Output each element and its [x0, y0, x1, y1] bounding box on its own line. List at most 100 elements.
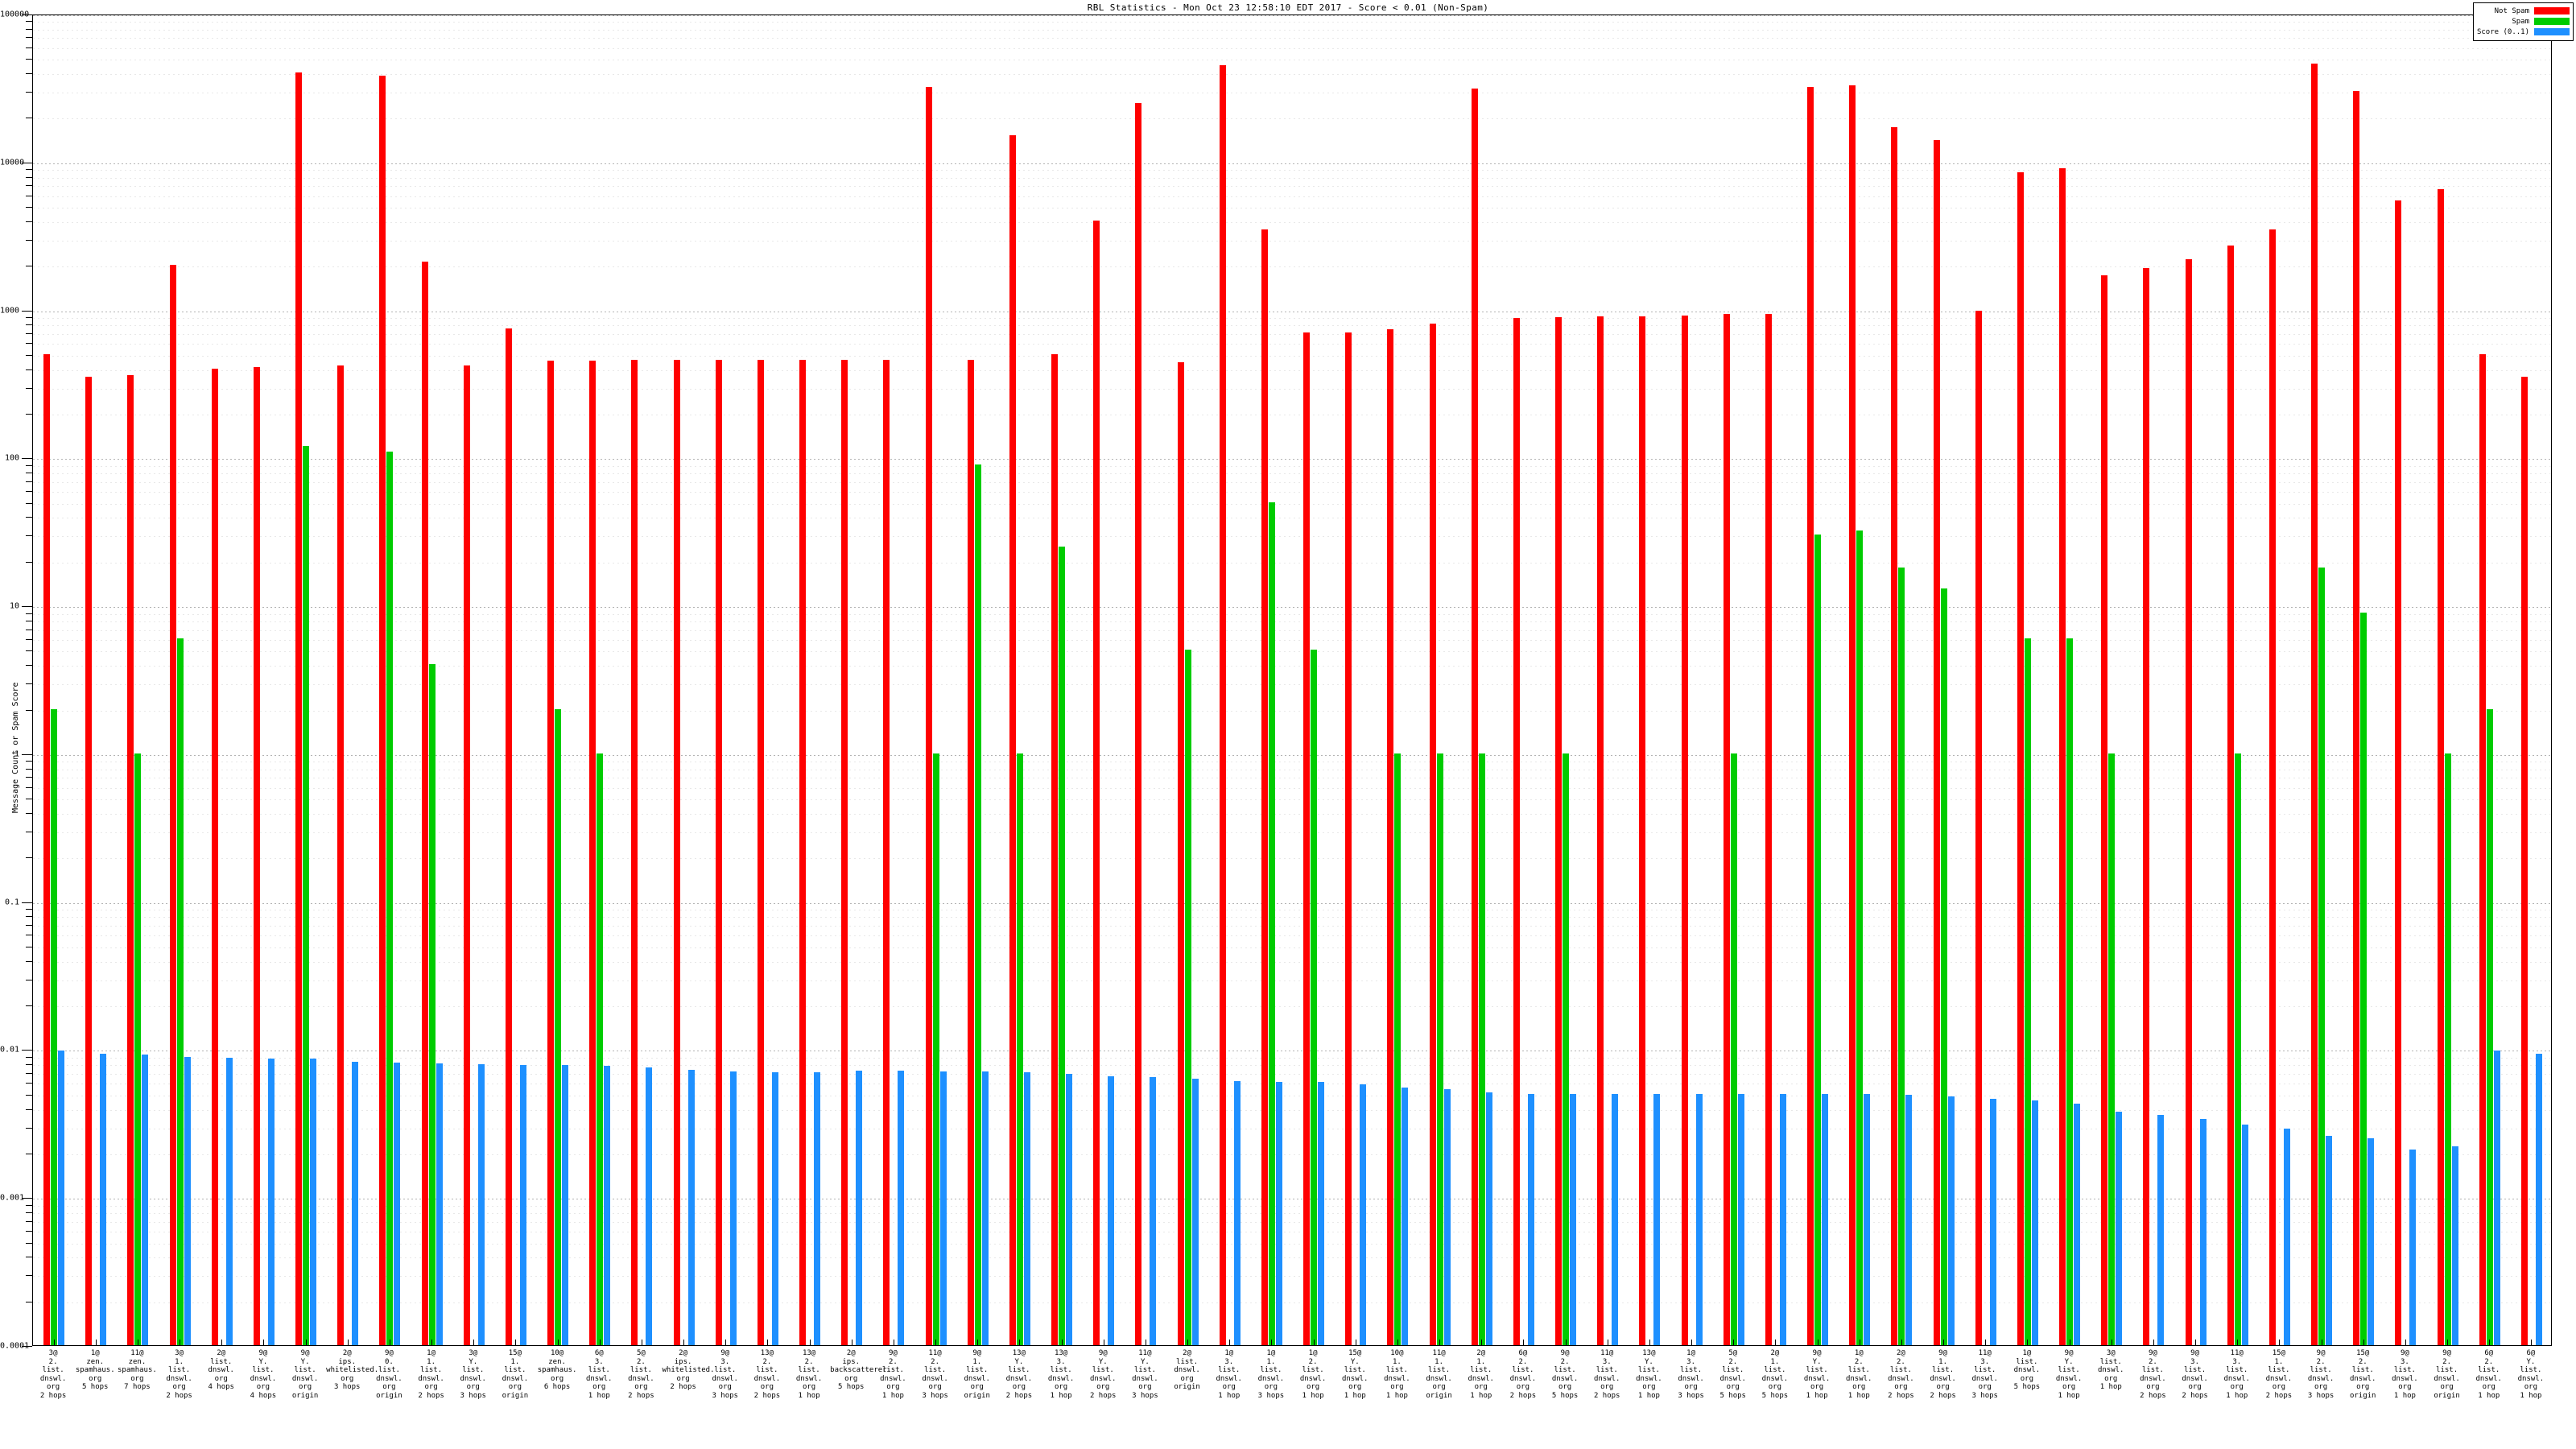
gridline: [33, 858, 2551, 860]
x-axis-tick: [1691, 1340, 1693, 1345]
x-axis-tick: [221, 1340, 223, 1345]
y-axis-tick-label: 0.001: [0, 1193, 25, 1203]
y-axis-tick: [26, 324, 32, 326]
bar-spam: [1184, 650, 1191, 1345]
x-axis-tick-label: 1@ 1. list. dnswl. org 3 hops: [1257, 1349, 1285, 1400]
gridline: [33, 1073, 2551, 1075]
y-axis-tick-label: 1000: [0, 306, 20, 316]
x-axis-tick-label: 9@ 1. list. dnswl. org 2 hops: [1930, 1349, 1956, 1400]
gridline: [33, 980, 2551, 981]
x-axis-tick-label: 9@ 3. list. dnswl. org 2 hops: [2182, 1349, 2208, 1400]
bar-score: [58, 1051, 65, 1345]
bar-not-spam: [1849, 85, 1856, 1345]
x-axis-tick-label: 3@ 1. list. dnswl. org 2 hops: [166, 1349, 192, 1400]
legend-label-score: Score (0..1): [2476, 27, 2529, 36]
x-axis-tick-label: 1@ zen. spamhaus. org 5 hops: [75, 1349, 115, 1391]
y-axis-tick-label: 0.01: [0, 1045, 20, 1055]
bar-not-spam: [547, 361, 555, 1345]
bar-spam: [555, 708, 562, 1345]
bar-score: [2409, 1150, 2417, 1345]
gridline: [33, 639, 2551, 641]
gridline: [33, 1109, 2551, 1111]
x-axis-tick: [1775, 1340, 1777, 1345]
x-axis-tick-label: 1@ 3. list. dnswl. org 1 hop: [1216, 1349, 1242, 1400]
y-axis-tick-label: 10000: [0, 158, 25, 167]
bar-score: [1108, 1075, 1115, 1345]
x-axis-tick-label: 5@ 2. list. dnswl. org 2 hops: [628, 1349, 654, 1400]
legend-item-not-spam: Not Spam: [2477, 6, 2570, 16]
gridline: [33, 317, 2551, 319]
bar-not-spam: [1345, 332, 1352, 1345]
x-axis-tick-label: 13@ 2. list. dnswl. org 1 hop: [795, 1349, 823, 1400]
x-axis-tick-label: 2@ ips. whitelisted. org 2 hops: [662, 1349, 715, 1391]
bar-not-spam: [631, 359, 638, 1345]
gridline: [33, 832, 2551, 833]
bar-score: [2493, 1051, 2500, 1345]
bar-not-spam: [799, 359, 807, 1345]
gridline: [33, 621, 2551, 622]
bar-score: [562, 1065, 569, 1345]
y-axis-tick: [26, 1083, 32, 1084]
bar-score: [1275, 1082, 1282, 1345]
gridline: [33, 481, 2551, 483]
gridline: [33, 74, 2551, 76]
gridline: [33, 15, 2551, 16]
bar-not-spam: [2059, 168, 2066, 1345]
bar-not-spam: [1009, 135, 1016, 1345]
x-axis-tick: [263, 1340, 265, 1345]
gridline: [33, 492, 2551, 493]
y-axis-tick: [26, 1108, 32, 1110]
bar-score: [2283, 1129, 2290, 1345]
bar-spam: [303, 445, 310, 1345]
bar-spam: [1940, 588, 1947, 1345]
bar-spam: [2066, 638, 2074, 1345]
gridline: [33, 355, 2551, 357]
x-axis-tick-label: 1@ 1. list. dnswl. org 2 hops: [418, 1349, 444, 1400]
y-axis-tick: [26, 28, 32, 30]
bar-not-spam: [2268, 229, 2276, 1345]
bar-score: [2116, 1111, 2123, 1345]
x-axis-tick-label: 9@ 2. list. dnswl. org 2 hops: [2140, 1349, 2166, 1400]
x-axis-tick-label: 13@ Y. list. dnswl. org 2 hops: [1005, 1349, 1033, 1400]
x-axis-tick-label: 1@ 3. list. dnswl. org 3 hops: [1678, 1349, 1704, 1400]
bar-not-spam: [85, 377, 93, 1345]
gridline: [33, 163, 2551, 164]
bar-series-container: [33, 15, 2551, 1345]
bar-spam: [2360, 612, 2368, 1345]
x-axis-tick-label: 9@ 3. list. dnswl. org 3 hops: [712, 1349, 738, 1400]
x-axis-tick-label: 9@ Y. list. dnswl. org 2 hops: [1089, 1349, 1117, 1400]
bar-spam: [1730, 753, 1737, 1345]
bar-spam: [428, 664, 436, 1345]
bar-score: [352, 1062, 359, 1345]
gridline: [33, 221, 2551, 223]
bar-spam: [2108, 753, 2116, 1345]
bar-score: [1864, 1093, 1871, 1345]
gridline: [33, 1057, 2551, 1059]
x-axis-tick: [725, 1340, 727, 1345]
y-axis-tick: [26, 1127, 32, 1129]
x-axis-tick-label: 6@ 2. list. dnswl. org 1 hop: [2475, 1349, 2502, 1400]
x-axis-tick-label: 11@ 2. list. dnswl. org 3 hops: [922, 1349, 948, 1400]
x-axis-tick-label: 2@ list. dnswl. org origin: [1174, 1349, 1200, 1391]
y-axis-tick: [26, 1072, 32, 1074]
bar-score: [1066, 1074, 1073, 1345]
bar-not-spam: [715, 359, 722, 1345]
bar-score: [225, 1057, 233, 1345]
bar-not-spam: [1933, 139, 1940, 1345]
y-axis-tick: [26, 1005, 32, 1007]
y-axis-tick: [26, 650, 32, 652]
bar-spam: [134, 753, 142, 1345]
bar-score: [1485, 1092, 1492, 1345]
gridline: [33, 170, 2551, 171]
y-axis-tick: [26, 960, 32, 962]
x-axis-tick: [2405, 1340, 2406, 1345]
bar-not-spam: [1429, 324, 1436, 1345]
bar-spam: [1059, 546, 1066, 1345]
x-axis-tick-label: 11@ 3. list. dnswl. org 3 hops: [1971, 1349, 1998, 1400]
x-axis-tick-label: 10@ 1. list. dnswl. org 1 hop: [1384, 1349, 1410, 1400]
y-axis-tick: [26, 502, 32, 504]
x-axis-tick: [935, 1340, 937, 1345]
legend-swatch-spam: [2534, 18, 2570, 25]
gridline: [33, 369, 2551, 371]
bar-score: [981, 1071, 989, 1345]
